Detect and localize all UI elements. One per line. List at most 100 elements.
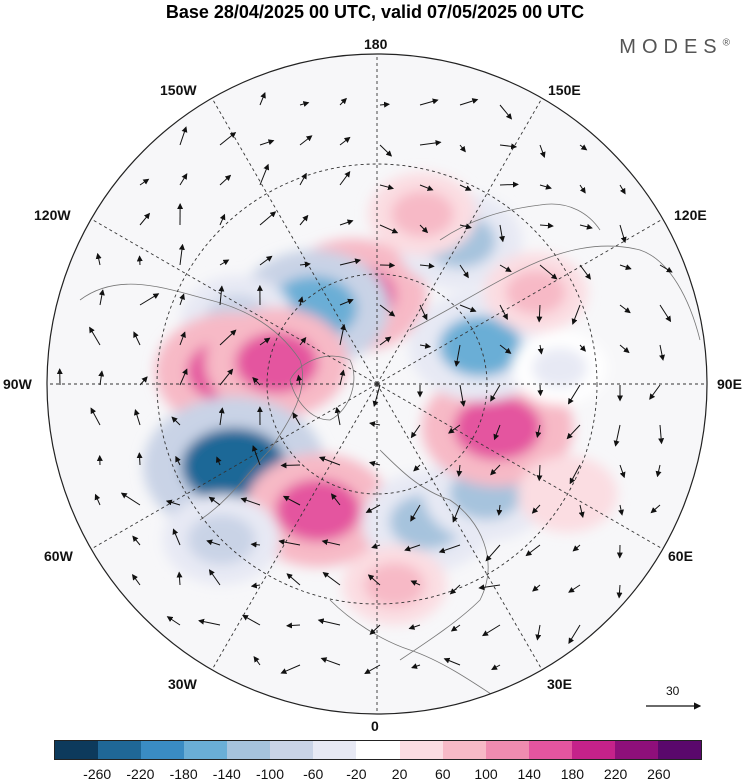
lon-label-30e: 30E	[547, 676, 572, 692]
wind-arrow	[299, 261, 311, 268]
wind-arrow	[339, 170, 351, 186]
wind-arrow	[491, 664, 501, 670]
wind-arrow	[219, 213, 226, 226]
wind-arrow	[613, 424, 621, 447]
wind-arrow	[482, 624, 501, 637]
colorbar-tick-label: -140	[212, 766, 241, 782]
wind-arrow	[537, 344, 544, 355]
wind-arrow	[659, 264, 673, 273]
colorbar-segment	[184, 741, 228, 759]
wind-arrow	[578, 504, 585, 518]
wind-arrow	[539, 144, 546, 158]
wind-arrow	[419, 98, 439, 106]
wind-arrow	[579, 344, 586, 352]
colorbar-tick-label: -100	[255, 766, 285, 782]
wind-arrow	[299, 135, 313, 146]
coastlines	[79, 203, 701, 701]
wind-arrow	[379, 336, 392, 346]
wind-arrow	[539, 183, 552, 190]
anomaly-core	[505, 270, 566, 315]
wind-arrow	[659, 304, 672, 323]
wind-arrow	[413, 464, 421, 472]
wind-arrow	[179, 293, 185, 306]
wind-arrow	[175, 455, 181, 466]
meridian-line	[376, 97, 543, 385]
wind-arrow	[404, 544, 421, 552]
wind-arrow	[339, 369, 346, 386]
colorbar-segment	[614, 741, 658, 759]
wind-arrow	[456, 464, 463, 477]
coastline-north-america	[79, 283, 304, 521]
wind-arrow	[208, 496, 221, 506]
wind-arrow	[532, 584, 541, 592]
colorbar-segment	[98, 741, 142, 759]
wind-arrow	[459, 384, 466, 407]
wind-arrow	[320, 657, 341, 666]
meridian-line	[211, 97, 378, 385]
wind-arrow	[178, 243, 185, 266]
wind-arrow	[569, 464, 581, 485]
colorbar-segment	[55, 741, 99, 759]
wind-arrow	[299, 101, 310, 107]
wind-arrow	[496, 504, 503, 516]
wind-arrow	[179, 368, 188, 386]
wind-arrow	[339, 97, 347, 106]
wind-arrow	[215, 456, 222, 466]
wind-arrow	[459, 264, 469, 279]
wind-arrow	[285, 622, 301, 629]
lon-label-60w: 60W	[44, 548, 73, 564]
wind-arrow	[499, 143, 518, 150]
wind-arrow	[411, 663, 421, 669]
wind-vectors	[56, 91, 673, 674]
coastline-greenland	[289, 355, 355, 421]
latitude-circle	[156, 163, 598, 605]
wind-arrow	[448, 424, 461, 434]
wind-arrow	[94, 493, 101, 506]
wind-arrow	[499, 344, 512, 354]
wind-arrow	[240, 497, 261, 506]
wind-arrow	[659, 344, 665, 361]
wind-arrow	[252, 376, 261, 386]
colorbar-segment	[571, 741, 615, 759]
wind-arrow	[419, 342, 432, 349]
wind-arrow	[139, 293, 160, 306]
wind-arrow	[317, 618, 341, 626]
wind-arrow	[379, 304, 396, 317]
reference-vector-label: 30	[666, 684, 680, 698]
colorbar-tick-label: 260	[647, 766, 671, 782]
wind-arrow	[449, 584, 461, 595]
anomaly-core	[364, 562, 425, 607]
wind-arrow	[372, 384, 381, 408]
colorbar-tick-label: -60	[303, 766, 324, 782]
wind-arrow	[572, 544, 581, 552]
wind-arrow	[322, 571, 341, 586]
graticule	[47, 54, 707, 714]
brand-name: MODES	[619, 36, 723, 58]
lon-label-0: 0	[371, 718, 379, 734]
meridian-line	[376, 383, 664, 550]
wind-arrow	[171, 416, 181, 426]
colorbar-tick-label: -260	[83, 766, 112, 782]
wind-arrow	[566, 424, 581, 440]
colorbar-segment	[485, 741, 529, 759]
colorbar-tick-label: -220	[126, 766, 155, 782]
wind-arrow	[334, 406, 341, 426]
lon-label-90e: 90E	[717, 376, 742, 392]
colorbar-segment	[141, 741, 185, 759]
wind-arrow	[367, 574, 381, 586]
wind-arrow	[410, 580, 421, 586]
wind-arrow	[259, 139, 275, 146]
wind-arrow	[297, 296, 304, 306]
wind-arrow	[619, 304, 631, 314]
wind-arrow	[132, 535, 141, 546]
wind-arrow	[499, 264, 512, 272]
wind-arrow	[299, 214, 309, 226]
wind-arrow	[539, 264, 558, 280]
wind-arrow	[419, 304, 428, 321]
wind-arrow	[89, 326, 101, 346]
wind-arrow	[179, 173, 188, 186]
wind-arrow	[136, 452, 143, 466]
wind-arrow	[139, 212, 151, 226]
wind-arrow	[493, 424, 501, 441]
colorbar-segment	[442, 741, 486, 759]
